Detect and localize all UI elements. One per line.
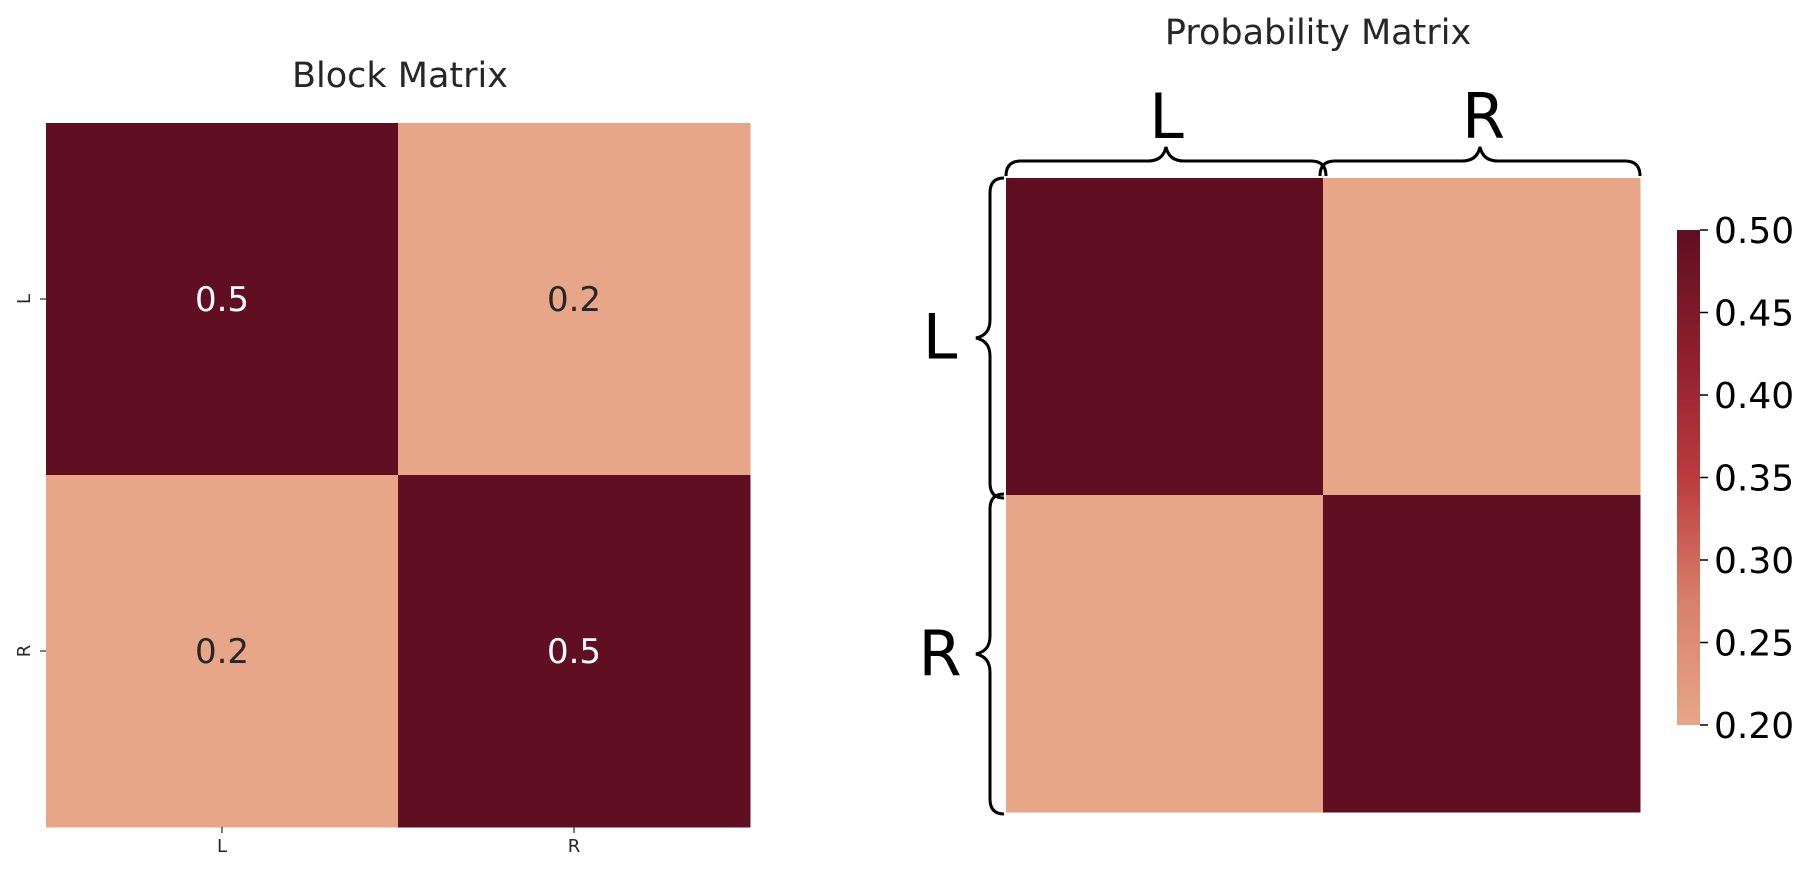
heatmap-cell bbox=[1006, 178, 1324, 496]
cell-annotation: 0.5 bbox=[195, 280, 249, 320]
probability-matrix-title: Probability Matrix bbox=[1165, 13, 1471, 53]
colorbar-tick-label: 0.20 bbox=[1714, 706, 1794, 747]
heatmap-cell bbox=[1323, 178, 1641, 496]
row-brace-r bbox=[975, 492, 1005, 816]
colorbar-tick-label: 0.25 bbox=[1714, 624, 1794, 665]
colorbar-tick-label: 0.45 bbox=[1714, 294, 1794, 335]
colorbar-tick-label: 0.50 bbox=[1714, 211, 1794, 252]
cell-annotation: 0.5 bbox=[547, 632, 601, 672]
row-label: R bbox=[918, 618, 961, 691]
colorbar-tick-label: 0.40 bbox=[1714, 376, 1794, 417]
heatmap-cell bbox=[46, 475, 399, 828]
heatmap-cell bbox=[398, 475, 751, 828]
block-matrix-annotations: 0.5 0.2 0.2 0.5 bbox=[195, 280, 601, 672]
colorbar-ticks: 0.50 0.45 0.40 0.35 0.30 0.25 0.20 bbox=[1700, 211, 1794, 747]
block-matrix-title: Block Matrix bbox=[292, 56, 508, 96]
column-brace-l bbox=[1004, 146, 1328, 177]
probability-matrix-cells bbox=[1006, 178, 1641, 813]
heatmap-cell bbox=[1323, 495, 1641, 813]
heatmap-cell bbox=[398, 123, 751, 476]
probability-matrix-row-labels: LR bbox=[918, 301, 961, 691]
cell-annotation: 0.2 bbox=[195, 632, 249, 672]
colorbar-tick-label: 0.35 bbox=[1714, 459, 1794, 500]
row-brace-l bbox=[975, 176, 1005, 500]
column-label: R bbox=[1462, 80, 1505, 153]
column-brace-r bbox=[1318, 146, 1642, 177]
row-label: L bbox=[923, 301, 958, 374]
y-tick-label: R bbox=[14, 645, 35, 658]
column-label: L bbox=[1149, 80, 1184, 153]
cell-annotation: 0.2 bbox=[547, 280, 601, 320]
heatmap-cell bbox=[46, 123, 399, 476]
y-tick-label: L bbox=[14, 294, 35, 304]
block-matrix-y-ticks: LR bbox=[14, 294, 46, 657]
colorbar bbox=[1677, 230, 1700, 725]
heatmap-cell bbox=[1006, 495, 1324, 813]
block-matrix-cells bbox=[46, 123, 751, 828]
x-tick-label: R bbox=[568, 836, 581, 857]
x-tick-label: L bbox=[217, 836, 227, 857]
colorbar-tick-label: 0.30 bbox=[1714, 541, 1794, 582]
